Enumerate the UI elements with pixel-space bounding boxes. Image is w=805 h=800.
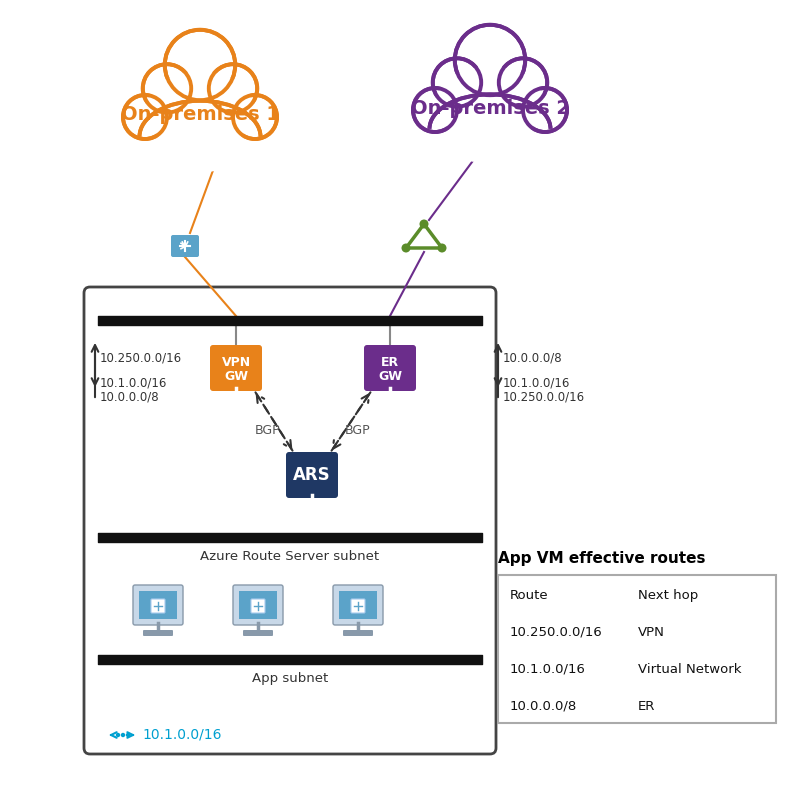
Circle shape bbox=[121, 733, 126, 738]
FancyBboxPatch shape bbox=[84, 287, 496, 754]
FancyBboxPatch shape bbox=[143, 630, 173, 636]
FancyBboxPatch shape bbox=[251, 599, 265, 613]
Text: 10.1.0.0/16: 10.1.0.0/16 bbox=[142, 728, 221, 742]
Text: VPN: VPN bbox=[221, 357, 250, 370]
FancyBboxPatch shape bbox=[364, 345, 416, 391]
Text: BGP: BGP bbox=[345, 423, 371, 437]
Text: 10.1.0.0/16: 10.1.0.0/16 bbox=[100, 377, 167, 390]
Text: Virtual Network: Virtual Network bbox=[638, 663, 741, 676]
Text: 10.1.0.0/16: 10.1.0.0/16 bbox=[510, 663, 586, 676]
Circle shape bbox=[455, 25, 525, 95]
Text: GW: GW bbox=[224, 370, 248, 382]
Text: VPN: VPN bbox=[638, 626, 665, 639]
FancyBboxPatch shape bbox=[343, 630, 373, 636]
Circle shape bbox=[523, 88, 567, 132]
Text: 10.0.0.0/8: 10.0.0.0/8 bbox=[100, 390, 159, 403]
FancyBboxPatch shape bbox=[339, 591, 377, 619]
Ellipse shape bbox=[430, 94, 551, 163]
Text: 10.250.0.0/16: 10.250.0.0/16 bbox=[100, 351, 182, 365]
Circle shape bbox=[437, 243, 447, 253]
Circle shape bbox=[419, 219, 428, 229]
FancyBboxPatch shape bbox=[239, 591, 277, 619]
Text: App subnet: App subnet bbox=[252, 672, 328, 685]
FancyBboxPatch shape bbox=[351, 599, 365, 613]
Circle shape bbox=[233, 95, 277, 139]
FancyBboxPatch shape bbox=[133, 585, 183, 625]
FancyBboxPatch shape bbox=[333, 585, 383, 625]
Circle shape bbox=[123, 95, 167, 139]
FancyBboxPatch shape bbox=[243, 630, 273, 636]
Text: ARS: ARS bbox=[293, 466, 331, 484]
Circle shape bbox=[165, 30, 235, 100]
Ellipse shape bbox=[435, 66, 545, 142]
Circle shape bbox=[402, 243, 411, 253]
FancyBboxPatch shape bbox=[139, 591, 177, 619]
Text: 10.0.0.0/8: 10.0.0.0/8 bbox=[503, 351, 563, 365]
Circle shape bbox=[142, 64, 192, 113]
Text: ER: ER bbox=[381, 357, 399, 370]
Text: Next hop: Next hop bbox=[638, 589, 698, 602]
Text: ER: ER bbox=[638, 700, 655, 713]
Text: 10.0.0.0/8: 10.0.0.0/8 bbox=[510, 700, 577, 713]
Text: On-premises 1: On-premises 1 bbox=[121, 106, 279, 125]
FancyBboxPatch shape bbox=[233, 585, 283, 625]
Text: App VM effective routes: App VM effective routes bbox=[498, 551, 705, 566]
Circle shape bbox=[208, 64, 258, 113]
FancyBboxPatch shape bbox=[151, 599, 165, 613]
FancyBboxPatch shape bbox=[171, 235, 199, 257]
Circle shape bbox=[413, 88, 457, 132]
Circle shape bbox=[116, 733, 120, 738]
Ellipse shape bbox=[139, 101, 261, 172]
Text: Azure Route Server subnet: Azure Route Server subnet bbox=[200, 550, 380, 563]
Text: GW: GW bbox=[378, 370, 402, 382]
Text: Route: Route bbox=[510, 589, 549, 602]
FancyBboxPatch shape bbox=[498, 575, 776, 723]
FancyBboxPatch shape bbox=[210, 345, 262, 391]
Circle shape bbox=[126, 733, 130, 738]
Text: 10.250.0.0/16: 10.250.0.0/16 bbox=[510, 626, 603, 639]
Ellipse shape bbox=[145, 71, 255, 150]
Text: BGP: BGP bbox=[255, 423, 281, 437]
Circle shape bbox=[433, 58, 481, 106]
Circle shape bbox=[499, 58, 547, 106]
Text: 10.1.0.0/16: 10.1.0.0/16 bbox=[503, 377, 571, 390]
Text: On-premises 2: On-premises 2 bbox=[411, 98, 569, 118]
FancyBboxPatch shape bbox=[286, 452, 338, 498]
Text: 10.250.0.0/16: 10.250.0.0/16 bbox=[503, 390, 585, 403]
